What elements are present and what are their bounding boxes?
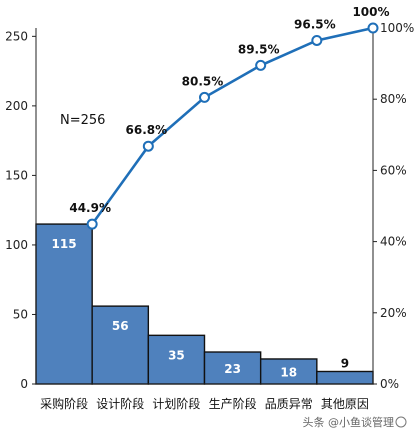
bar	[316, 370, 374, 385]
cumulative-points	[86, 22, 379, 230]
cumulative-point	[311, 34, 323, 46]
category-label: 计划阶段	[152, 396, 200, 411]
y-axis-left-ticks: 0 50 100 150 200 250	[5, 29, 36, 391]
y-right-tick-label: 0%	[380, 377, 399, 391]
cumulative-label: 89.5%	[238, 42, 280, 56]
x-axis-categories: 采购阶段 设计阶段 计划阶段 生产阶段 品质异常 其他原因	[40, 396, 369, 411]
bars	[35, 223, 374, 385]
cumulative-label: 80.5%	[182, 74, 224, 88]
y-left-tick-label: 150	[5, 168, 28, 182]
bar	[147, 334, 206, 385]
bar-value-label: 18	[280, 365, 297, 379]
sample-size-note: N=256	[60, 113, 105, 128]
y-left-tick-label: 50	[13, 307, 28, 321]
category-label: 生产阶段	[209, 396, 257, 411]
bar-value-label: 56	[112, 319, 129, 333]
bar-value-labels: 115 56 35 23 18 9	[52, 237, 350, 379]
cumulative-point	[142, 140, 154, 152]
y-right-tick-label: 80%	[380, 92, 407, 106]
category-label: 采购阶段	[40, 396, 88, 411]
watermark-icon	[395, 416, 407, 428]
y-left-tick-label: 200	[5, 99, 28, 113]
category-label: 设计阶段	[96, 396, 144, 411]
bar-value-label: 23	[224, 362, 241, 376]
category-label: 品质异常	[265, 397, 313, 411]
bar	[91, 305, 150, 385]
bar	[35, 223, 93, 385]
watermark-text: 头条 @小鱼谈管理	[303, 415, 395, 429]
y-left-tick-label: 0	[20, 377, 28, 391]
cumulative-label: 96.5%	[294, 17, 336, 31]
cumulative-label: 100%	[352, 5, 389, 19]
y-right-tick-label: 20%	[380, 306, 407, 320]
watermark: 头条 @小鱼谈管理	[303, 415, 407, 429]
cumulative-point	[199, 91, 210, 103]
cumulative-point	[367, 22, 379, 34]
y-left-tick-label: 100	[5, 238, 28, 252]
y-left-tick-label: 250	[5, 29, 28, 43]
category-label: 其他原因	[321, 397, 369, 411]
y-right-tick-label: 60%	[380, 163, 407, 177]
cumulative-point	[86, 218, 98, 230]
cumulative-label: 66.8%	[126, 123, 168, 137]
bar-value-label: 9	[341, 356, 349, 370]
y-right-tick-label: 40%	[380, 235, 407, 249]
bar-value-label: 35	[168, 348, 185, 362]
cumulative-label: 44.9%	[69, 201, 111, 215]
bar-value-label: 115	[52, 237, 77, 251]
cumulative-labels: 44.9% 66.8% 80.5% 89.5% 96.5% 100%	[69, 5, 389, 215]
cumulative-percent-line	[91, 26, 374, 225]
bar	[259, 358, 318, 385]
y-right-tick-label: 100%	[380, 21, 414, 35]
y-axis-right-ticks: 0% 20% 40% 60% 80% 100%	[373, 21, 414, 391]
cumulative-point	[255, 59, 267, 71]
